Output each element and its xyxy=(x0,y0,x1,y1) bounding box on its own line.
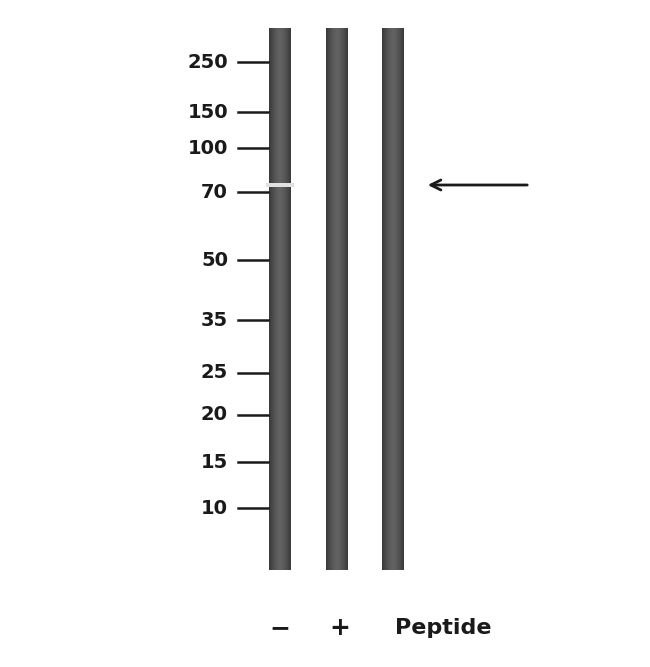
Text: +: + xyxy=(330,616,350,640)
Text: 20: 20 xyxy=(201,406,228,424)
Text: 250: 250 xyxy=(187,53,228,71)
Text: 10: 10 xyxy=(201,498,228,518)
Text: 50: 50 xyxy=(201,251,228,269)
Text: 150: 150 xyxy=(187,103,228,121)
Text: 35: 35 xyxy=(201,311,228,329)
Bar xyxy=(266,183,294,187)
Text: 15: 15 xyxy=(201,452,228,472)
Text: 100: 100 xyxy=(188,139,228,157)
Text: 25: 25 xyxy=(201,364,228,382)
Text: Peptide: Peptide xyxy=(395,618,491,638)
Text: 70: 70 xyxy=(201,183,228,201)
Text: −: − xyxy=(270,616,291,640)
